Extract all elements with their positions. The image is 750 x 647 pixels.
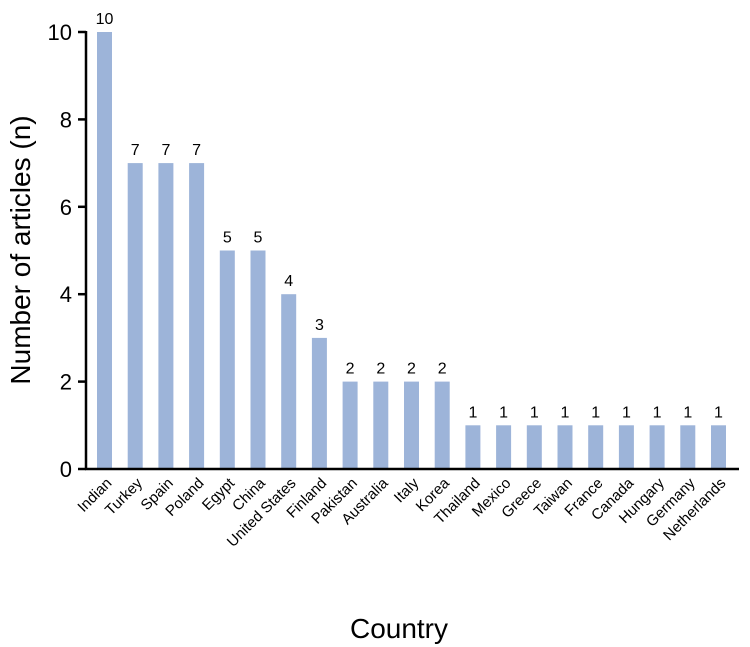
data-label: 1 (530, 404, 539, 421)
bar-taiwan (557, 425, 573, 469)
x-tick-label: Egypt (199, 474, 239, 514)
bar-china (250, 250, 266, 469)
data-label: 5 (254, 230, 263, 247)
y-tick-label: 4 (60, 282, 72, 307)
bar-egypt (219, 250, 235, 469)
data-labels-group: 10 7 7 7 5 5 4 3 2 2 2 2 1 1 1 1 1 1 1 1 1 (96, 11, 723, 421)
bar-poland (189, 163, 205, 469)
bar-italy (404, 381, 419, 469)
data-label: 2 (376, 361, 385, 378)
data-label: 1 (561, 404, 570, 421)
bar-korea (434, 381, 450, 469)
data-label: 2 (346, 361, 355, 378)
data-label: 7 (161, 142, 170, 159)
bar-finland (311, 337, 327, 469)
data-label: 2 (407, 361, 416, 378)
bar-germany (680, 425, 696, 469)
x-axis-title: Country (350, 613, 448, 644)
bar-thailand (465, 425, 481, 469)
bar-greece (526, 425, 542, 469)
data-label: 1 (622, 404, 631, 421)
bar-netherlands (711, 425, 726, 469)
bar-hungary (649, 425, 665, 469)
bar-canada (618, 425, 634, 469)
data-label: 7 (192, 142, 201, 159)
bar-france (588, 425, 604, 469)
y-tick-label: 6 (60, 195, 72, 220)
data-label: 10 (96, 11, 114, 28)
data-label: 5 (223, 230, 232, 247)
data-label: 4 (284, 273, 293, 290)
data-label: 1 (653, 404, 662, 421)
y-tick-label: 8 (60, 107, 72, 132)
data-label: 1 (499, 404, 508, 421)
y-tick-label: 0 (60, 457, 72, 482)
bar-australia (373, 381, 389, 469)
y-axis-title: Number of articles (n) (5, 115, 36, 384)
data-label: 1 (683, 404, 692, 421)
y-ticks-group: 0 2 4 6 8 10 (48, 20, 86, 482)
bar-indian (97, 32, 112, 469)
data-label: 2 (438, 361, 447, 378)
data-label: 3 (315, 317, 324, 334)
y-tick-label: 2 (60, 370, 72, 395)
bar-pakistan (342, 381, 358, 469)
data-label: 7 (131, 142, 140, 159)
data-label: 1 (714, 404, 723, 421)
y-tick-label: 10 (48, 20, 72, 45)
bar-mexico (496, 425, 512, 469)
bar-turkey (127, 163, 143, 469)
x-ticks-group: IndianTurkeySpainPolandEgyptChinaUnited … (74, 474, 729, 550)
bar-united-states (281, 294, 297, 469)
data-label: 1 (468, 404, 477, 421)
data-label: 1 (591, 404, 600, 421)
bar-spain (158, 163, 174, 469)
bars-group (97, 32, 726, 469)
